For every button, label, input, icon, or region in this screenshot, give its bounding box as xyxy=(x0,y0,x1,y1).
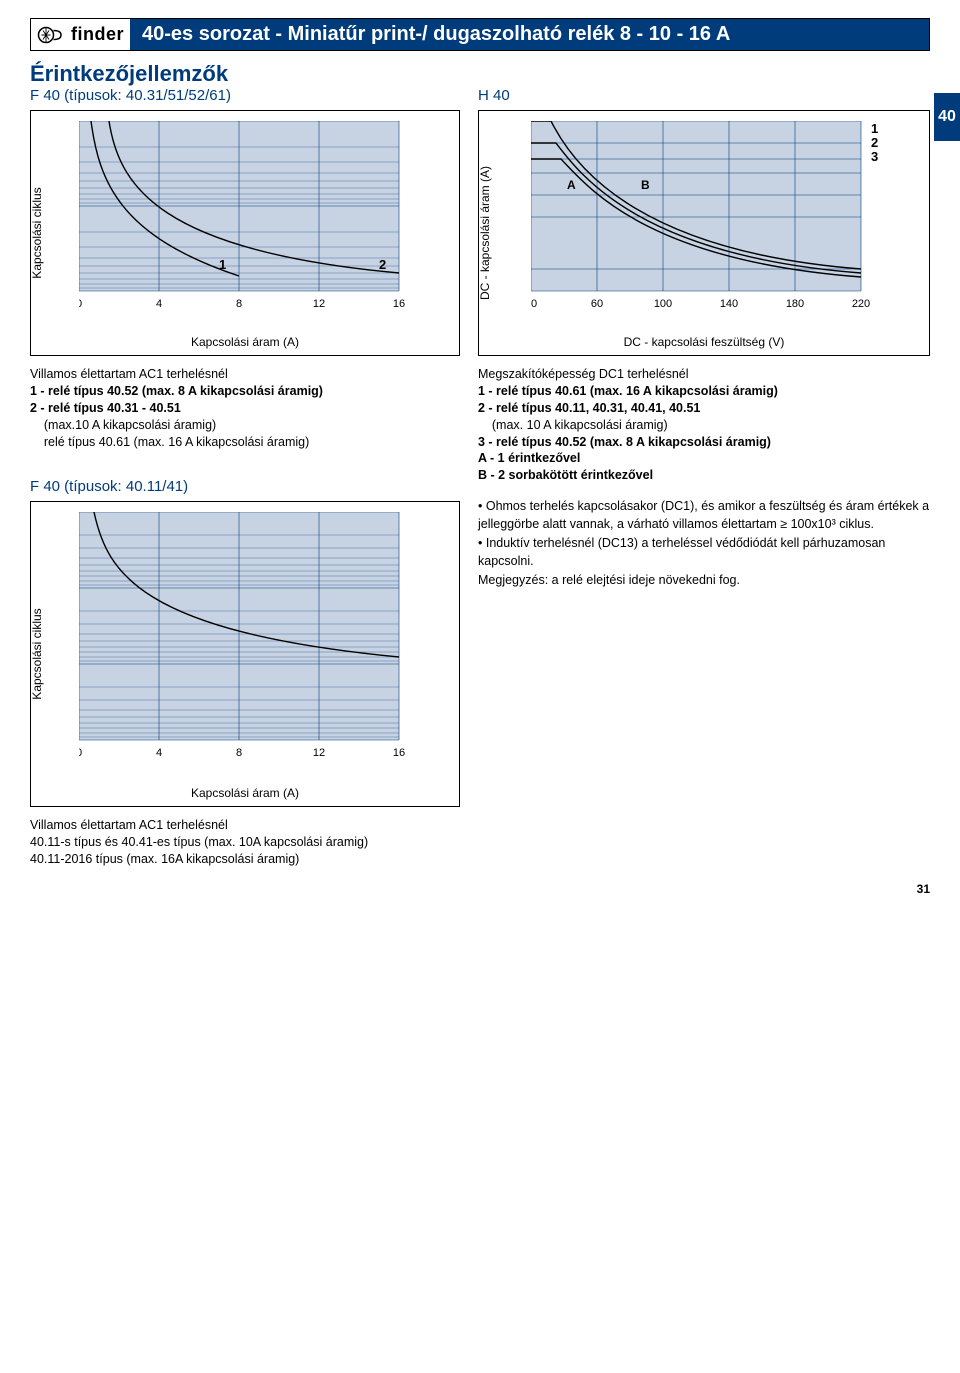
svg-text:3: 3 xyxy=(871,149,878,164)
chart-f40b-xlabel: Kapcsolási áram (A) xyxy=(31,786,459,800)
svg-text:60: 60 xyxy=(591,298,603,310)
svg-text:8: 8 xyxy=(236,747,242,759)
chart-f40a-ylabel: Kapcsolási ciklus xyxy=(30,187,44,278)
brand-name: finder xyxy=(71,24,124,45)
chart-f40a-title: F 40 (típusok: 40.31/51/52/61) xyxy=(30,87,460,104)
caption-f40b: Villamos élettartam AC1 terhelésnél 40.1… xyxy=(30,817,460,868)
section-heading: Érintkezőjellemzők xyxy=(30,61,930,87)
chart-f40a-xlabel: Kapcsolási áram (A) xyxy=(31,335,459,349)
svg-text:0: 0 xyxy=(79,298,82,310)
svg-text:220: 220 xyxy=(852,298,870,310)
page-title-bar: 40-es sorozat - Miniatűr print-/ dugaszo… xyxy=(130,19,929,50)
svg-text:A: A xyxy=(567,178,576,192)
chart-f40a: Kapcsolási ciklus Kapcsolási áram (A) xyxy=(30,110,460,356)
caption-h40: Megszakítóképesség DC1 terhelésnél 1 - r… xyxy=(478,366,930,484)
svg-text:12: 12 xyxy=(313,298,325,310)
svg-text:100: 100 xyxy=(654,298,672,310)
svg-text:4: 4 xyxy=(156,298,162,310)
chart-f40b: Kapcsolási ciklus Kapcsolási áram (A) xyxy=(30,501,460,807)
svg-text:20: 20 xyxy=(531,298,537,310)
svg-text:4: 4 xyxy=(156,747,162,759)
svg-text:8: 8 xyxy=(236,298,242,310)
chart-f40b-ylabel: Kapcsolási ciklus xyxy=(30,609,44,700)
svg-text:0: 0 xyxy=(79,747,82,759)
top-bar: finder 40-es sorozat - Miniatűr print-/ … xyxy=(30,18,930,51)
side-tab: 40 xyxy=(934,93,960,141)
brand-logo: finder xyxy=(31,20,130,50)
chart-h40-xlabel: DC - kapcsolási feszültség (V) xyxy=(479,335,929,349)
caption-f40a: Villamos élettartam AC1 terhelésnél 1 - … xyxy=(30,366,460,450)
chart-f40b-svg: 10⁴ 10⁵ 10⁶ 10⁷ 0 4 8 12 16 xyxy=(79,512,439,772)
notes-block: • Ohmos terhelés kapcsolásakor (DC1), és… xyxy=(478,498,930,590)
page-number: 31 xyxy=(917,882,930,896)
svg-text:1: 1 xyxy=(219,257,226,272)
svg-text:16: 16 xyxy=(393,298,405,310)
svg-text:1: 1 xyxy=(871,121,878,136)
svg-text:2: 2 xyxy=(871,135,878,150)
svg-text:180: 180 xyxy=(786,298,804,310)
svg-text:2: 2 xyxy=(379,257,386,272)
chart-f40b-title: F 40 (típusok: 40.11/41) xyxy=(30,478,460,495)
svg-text:16: 16 xyxy=(393,747,405,759)
chart-f40a-svg: 1 2 10⁵ 10⁶ 10⁷ 0 4 8 12 16 xyxy=(79,121,439,321)
chart-h40-title: H 40 xyxy=(478,87,930,104)
chart-h40-ylabel: DC - kapcsolási áram (A) xyxy=(478,166,492,300)
chart-h40-svg: A B 1 2 3 0.1 0.2 1 2 4 6 10 20 20 60 10… xyxy=(531,121,901,321)
svg-text:12: 12 xyxy=(313,747,325,759)
svg-text:B: B xyxy=(641,178,650,192)
finder-logo-icon xyxy=(37,24,67,46)
svg-text:140: 140 xyxy=(720,298,738,310)
chart-h40: DC - kapcsolási áram (A) DC - kapcsolási… xyxy=(478,110,930,356)
